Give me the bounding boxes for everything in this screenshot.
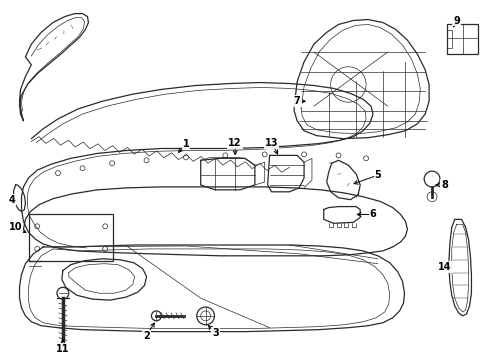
Text: 13: 13 (265, 138, 278, 148)
Text: 5: 5 (374, 170, 381, 180)
Text: 3: 3 (212, 328, 219, 338)
Bar (447, 30, 452, 48)
Text: 11: 11 (56, 345, 70, 354)
Text: 1: 1 (183, 139, 189, 149)
Bar (447, 24, 478, 54)
Text: 9: 9 (453, 15, 460, 26)
Text: 6: 6 (369, 210, 376, 220)
Text: 14: 14 (438, 262, 452, 272)
Text: 4: 4 (8, 195, 15, 205)
Text: 8: 8 (441, 180, 448, 190)
Text: 12: 12 (228, 138, 242, 148)
Text: 7: 7 (294, 96, 300, 106)
Bar (29, 215, 113, 261)
Text: 10: 10 (9, 222, 23, 232)
Text: 2: 2 (143, 330, 150, 341)
